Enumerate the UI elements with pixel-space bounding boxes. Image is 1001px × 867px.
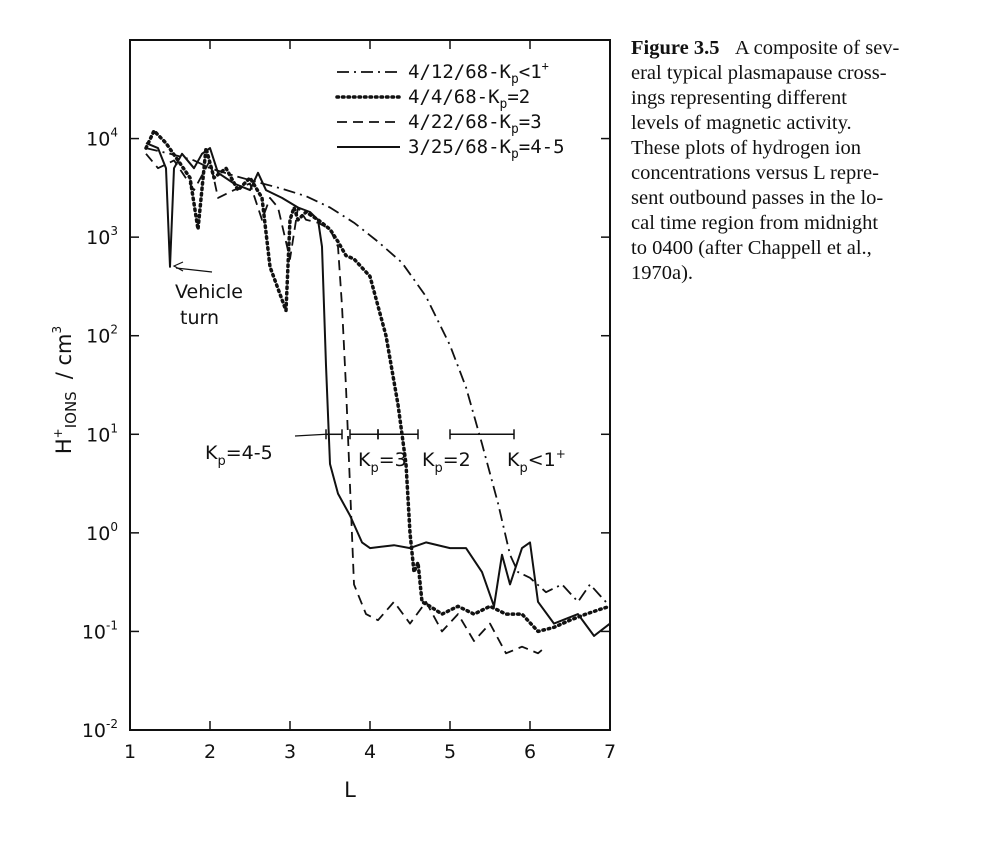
y-tick-label: 10-2 [82, 717, 118, 742]
y-title-main: H [52, 438, 76, 454]
caption-line-5: These plots of hydrogen ion [631, 137, 862, 159]
series-line-4 [145, 142, 611, 637]
range-markers: Kp=4-5 Kp=3 Kp=2 Kp<1+ [205, 429, 566, 476]
legend: 4/12/68-Kp<1+4/4/68-Kp=24/22/68-Kp=33/25… [335, 59, 565, 162]
caption-line-2: eral typical plasmapause cross- [631, 62, 887, 84]
arrow-line [175, 267, 213, 273]
y-tick-label: 100 [86, 520, 118, 545]
caption-line-3: ings representing different [631, 87, 847, 109]
x-tick-label: 5 [444, 741, 456, 763]
y-tick-label: 10-1 [82, 618, 118, 643]
x-tick-label: 2 [204, 741, 216, 763]
caption-line-8: cal time region from midnight [631, 212, 879, 234]
x-tick-label: 6 [524, 741, 536, 763]
x-tick-label: 4 [364, 741, 376, 763]
y-axis-ticks: 10-2 10-1 100 101 102 103 104 [82, 126, 610, 742]
y-title-sub: IONS [62, 391, 80, 428]
caption-line-1: A composite of sev- [734, 37, 900, 59]
range-label-2: Kp=3 [358, 449, 407, 476]
legend-label-4: 3/25/68-Kp=4-5 [408, 136, 565, 162]
caption-line-4: levels of magnetic activity. [631, 112, 852, 134]
caption-line-6: concentrations versus L repre- [631, 162, 879, 184]
x-tick-label: 1 [124, 741, 136, 763]
range-leader [294, 433, 327, 437]
arrow-head [172, 261, 184, 272]
y-tick-label: 101 [86, 421, 118, 446]
y-tick-label: 103 [86, 224, 118, 249]
legend-label-2: 4/4/68-Kp=2 [408, 86, 530, 112]
x-axis-ticks: 1 2 3 4 5 6 7 [124, 40, 616, 763]
caption-line-10: 1970a). [631, 262, 694, 284]
caption-figure-label: Figure 3.5 [631, 37, 720, 59]
x-tick-label: 7 [604, 741, 616, 763]
series-line-1 [145, 147, 611, 607]
series-line-2 [144, 129, 612, 634]
x-axis-title: L [344, 778, 356, 802]
x-tick-label: 3 [284, 741, 296, 763]
range-label-3: Kp=2 [422, 449, 471, 476]
y-tick-label: 104 [86, 126, 118, 151]
annotation-turn: turn [180, 307, 219, 329]
annotation-vehicle: Vehicle [175, 281, 243, 303]
caption-line-7: sent outbound passes in the lo- [631, 187, 884, 209]
legend-label-3: 4/22/68-Kp=3 [408, 111, 542, 137]
y-axis-title: H+IONS / cm3 [50, 326, 80, 454]
y-tick-label: 102 [86, 323, 118, 348]
series-group [144, 129, 612, 655]
range-label-1: Kp=4-5 [205, 442, 273, 469]
svg-text:H+IONS/ cm3: H+IONS / cm3 [50, 326, 80, 454]
series-line-3 [145, 153, 547, 655]
range-label-4: Kp<1+ [507, 447, 566, 476]
figure-caption: Figure 3.5 A composite of sev- eral typi… [631, 36, 983, 286]
caption-line-9: to 0400 (after Chappell et al., [631, 237, 872, 259]
annotation-arrow [172, 261, 213, 273]
legend-label-1: 4/12/68-Kp<1+ [408, 59, 549, 87]
y-title-unit-sup: 3 [50, 326, 64, 334]
y-title-unit: / cm [52, 334, 76, 380]
y-title-sup: + [51, 428, 65, 438]
